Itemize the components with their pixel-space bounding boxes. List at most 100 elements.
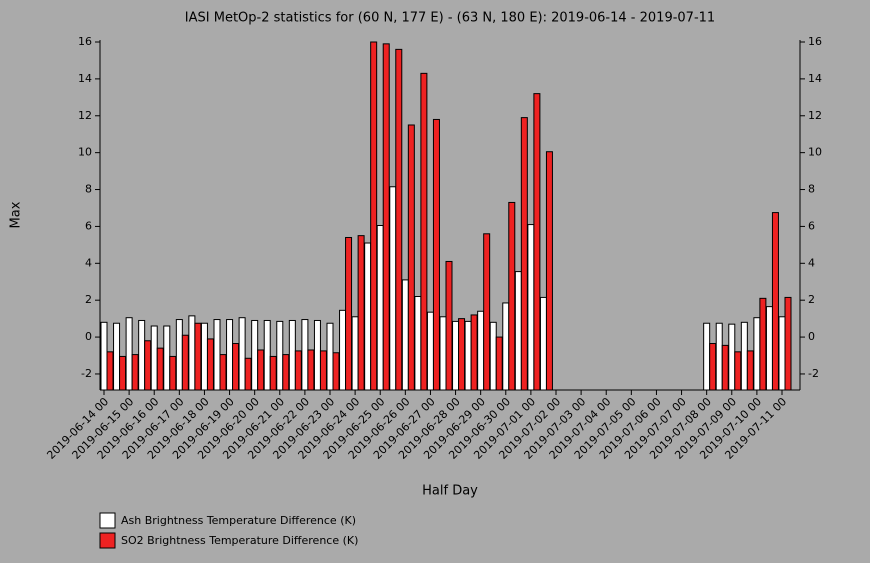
- bar: [784, 296, 792, 391]
- bar: [113, 322, 121, 391]
- y-tick-label: 16: [78, 35, 92, 48]
- y-tick-label: 6: [85, 219, 92, 232]
- y-tick-label: 14: [78, 72, 92, 85]
- bar: [232, 343, 240, 391]
- bar: [370, 41, 378, 391]
- bar: [263, 319, 271, 391]
- bar: [156, 347, 164, 391]
- bar: [144, 340, 152, 391]
- bar: [502, 302, 510, 391]
- bar: [169, 355, 177, 391]
- bar: [420, 72, 428, 391]
- bar: [765, 306, 773, 391]
- legend-swatch: [99, 532, 116, 549]
- bar: [200, 322, 208, 391]
- bar: [709, 343, 717, 391]
- y2-tick-label: -2: [808, 367, 819, 380]
- bar: [294, 350, 302, 391]
- bar: [319, 350, 327, 391]
- bar: [483, 233, 491, 391]
- y2-tick-label: 0: [808, 330, 815, 343]
- bar: [389, 186, 397, 391]
- bar: [458, 318, 466, 391]
- bar: [219, 354, 227, 391]
- bar: [539, 296, 547, 391]
- bar: [533, 93, 541, 391]
- bar: [545, 151, 553, 391]
- bar: [307, 349, 315, 391]
- legend-label: SO2 Brightness Temperature Difference (K…: [121, 534, 358, 547]
- bar: [401, 279, 409, 391]
- bar: [213, 319, 221, 391]
- y2-tick-label: 16: [808, 35, 822, 48]
- bar: [188, 315, 196, 391]
- bar: [276, 320, 284, 391]
- y-axis-label: Max: [9, 201, 24, 228]
- bar: [288, 319, 296, 391]
- y-tick-label: 12: [78, 109, 92, 122]
- legend-label: Ash Brightness Temperature Difference (K…: [121, 514, 356, 527]
- bar: [301, 319, 309, 391]
- bar: [452, 320, 460, 391]
- bar: [759, 297, 767, 391]
- bar: [339, 309, 347, 391]
- bar: [345, 236, 353, 391]
- bar: [125, 317, 133, 391]
- bar: [426, 311, 434, 391]
- bar: [282, 354, 290, 391]
- bar: [382, 43, 390, 391]
- bar: [778, 316, 786, 391]
- bar: [163, 325, 171, 391]
- y-tick-label: -2: [81, 367, 92, 380]
- bar: [445, 260, 453, 391]
- y2-tick-label: 12: [808, 109, 822, 122]
- bar: [194, 322, 202, 391]
- bar: [106, 351, 114, 391]
- y-tick-label: 4: [85, 256, 92, 269]
- bar: [470, 314, 478, 391]
- bar: [175, 319, 183, 391]
- bar: [715, 322, 723, 391]
- bar: [131, 354, 139, 391]
- bar: [257, 349, 265, 391]
- bar: [508, 201, 516, 391]
- bar: [414, 295, 422, 391]
- y-tick-label: 2: [85, 293, 92, 306]
- bar: [753, 317, 761, 391]
- bar: [464, 320, 472, 391]
- y2-tick-label: 8: [808, 183, 815, 196]
- bar: [728, 323, 736, 391]
- bar: [326, 322, 334, 391]
- y2-tick-label: 10: [808, 146, 822, 159]
- y-tick-label: 0: [85, 330, 92, 343]
- bar: [514, 271, 522, 391]
- chart-title: IASI MetOp-2 statistics for (60 N, 177 E…: [185, 11, 715, 26]
- bar: [100, 321, 108, 391]
- bar: [351, 316, 359, 391]
- bar: [357, 235, 365, 391]
- bar: [432, 118, 440, 391]
- bar: [495, 336, 503, 391]
- y2-tick-label: 14: [808, 72, 822, 85]
- bar: [721, 344, 729, 391]
- bar: [226, 319, 234, 391]
- bar: [746, 350, 754, 391]
- bar: [238, 317, 246, 391]
- bar: [251, 319, 259, 391]
- bar: [376, 224, 384, 391]
- x-axis-label: Half Day: [422, 484, 478, 499]
- bar: [439, 316, 447, 391]
- bar: [477, 310, 485, 391]
- y2-tick-label: 6: [808, 219, 815, 232]
- bar: [364, 242, 372, 391]
- bar: [489, 321, 497, 391]
- bar: [520, 117, 528, 391]
- bar: [119, 355, 127, 391]
- bar: [527, 224, 535, 391]
- bar: [269, 355, 277, 391]
- y-tick-label: 8: [85, 183, 92, 196]
- bar: [407, 124, 415, 391]
- y2-tick-label: 2: [808, 293, 815, 306]
- bar: [703, 322, 711, 391]
